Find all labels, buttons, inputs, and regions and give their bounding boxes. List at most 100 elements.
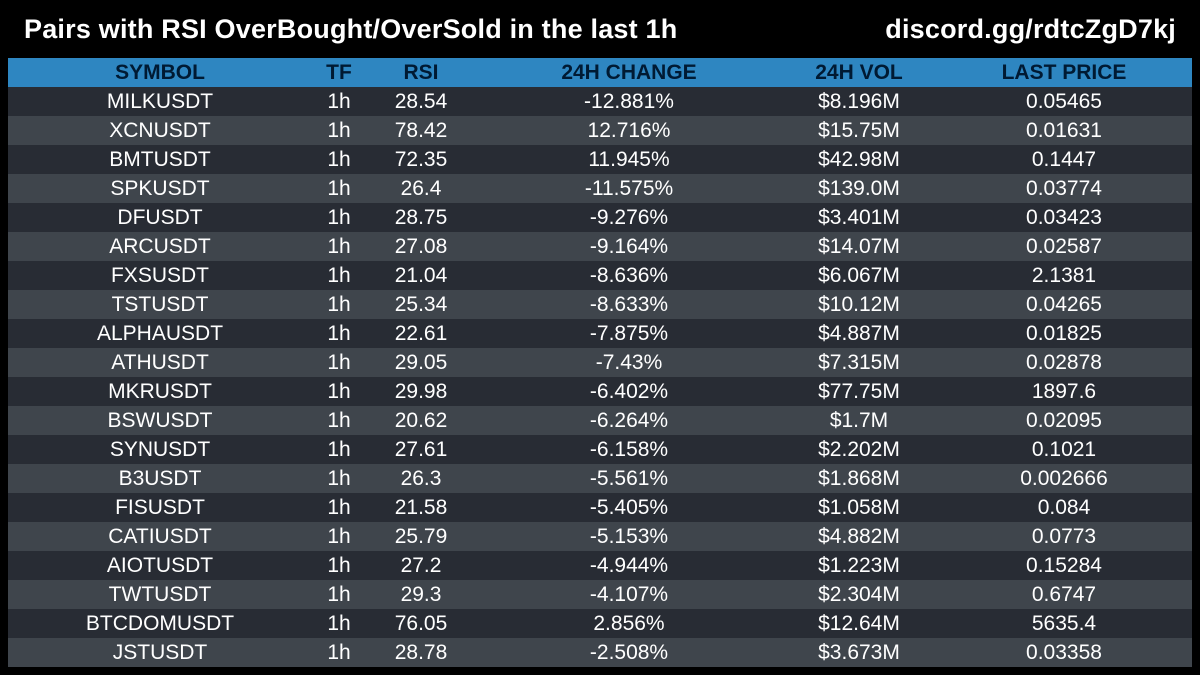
- tf-cell: 1h: [327, 176, 351, 200]
- symbol-cell: B3USDT: [118, 466, 202, 490]
- table-row[interactable]: TWTUSDT 1h 29.3 -4.107% $2.304M 0.6747: [8, 580, 1192, 609]
- tf-cell: 1h: [327, 408, 351, 432]
- volume-cell: $15.75M: [818, 118, 900, 142]
- volume-cell: $6.067M: [818, 263, 900, 287]
- change-cell: -6.402%: [589, 379, 669, 403]
- symbol-cell: FXSUSDT: [110, 263, 209, 287]
- tf-cell: 1h: [327, 379, 351, 403]
- price-cell: 0.084: [1037, 495, 1091, 519]
- price-cell: 0.02587: [1026, 234, 1102, 258]
- rsi-cell: 27.61: [394, 437, 448, 461]
- column-header-tf[interactable]: TF: [326, 60, 352, 84]
- column-header-24h-change[interactable]: 24H CHANGE: [561, 60, 697, 84]
- price-cell: 0.1021: [1031, 437, 1097, 461]
- symbol-cell: ATHUSDT: [111, 350, 209, 374]
- column-header-rsi[interactable]: RSI: [403, 60, 439, 84]
- rsi-cell: 28.78: [394, 640, 448, 664]
- table-row[interactable]: XCNUSDT 1h 78.42 12.716% $15.75M 0.01631: [8, 116, 1192, 145]
- rsi-cell: 22.61: [394, 321, 448, 345]
- volume-cell: $1.058M: [818, 495, 900, 519]
- symbol-cell: SPKUSDT: [110, 176, 210, 200]
- price-cell: 0.15284: [1026, 553, 1102, 577]
- rsi-cell: 78.42: [394, 118, 448, 142]
- price-cell: 0.02095: [1026, 408, 1102, 432]
- rsi-cell: 21.04: [394, 263, 448, 287]
- change-cell: -5.405%: [589, 495, 669, 519]
- column-header-last-price[interactable]: LAST PRICE: [1001, 60, 1127, 84]
- symbol-cell: ARCUSDT: [109, 234, 211, 258]
- tf-cell: 1h: [327, 524, 351, 548]
- tf-cell: 1h: [327, 582, 351, 606]
- change-cell: -2.508%: [589, 640, 669, 664]
- volume-cell: $139.0M: [818, 176, 900, 200]
- symbol-cell: DFUSDT: [117, 205, 203, 229]
- price-cell: 0.1447: [1031, 147, 1097, 171]
- symbol-cell: MKRUSDT: [108, 379, 212, 403]
- tf-cell: 1h: [327, 611, 351, 635]
- rsi-cell: 72.35: [394, 147, 448, 171]
- table-row[interactable]: FISUSDT 1h 21.58 -5.405% $1.058M 0.084: [8, 493, 1192, 522]
- change-cell: -4.944%: [589, 553, 669, 577]
- table-row[interactable]: FXSUSDT 1h 21.04 -8.636% $6.067M 2.1381: [8, 261, 1192, 290]
- change-cell: -5.153%: [589, 524, 669, 548]
- page-header: Pairs with RSI OverBought/OverSold in th…: [0, 0, 1200, 58]
- rsi-cell: 29.05: [394, 350, 448, 374]
- symbol-cell: SYNUSDT: [109, 437, 211, 461]
- table-row[interactable]: MILKUSDT 1h 28.54 -12.881% $8.196M 0.05465: [8, 87, 1192, 116]
- price-cell: 0.04265: [1026, 292, 1102, 316]
- symbol-cell: AIOTUSDT: [106, 553, 214, 577]
- tf-cell: 1h: [327, 292, 351, 316]
- price-cell: 0.03358: [1026, 640, 1102, 664]
- price-cell: 0.05465: [1026, 89, 1102, 113]
- symbol-cell: MILKUSDT: [106, 89, 214, 113]
- change-cell: -7.43%: [595, 350, 663, 374]
- volume-cell: $2.202M: [818, 437, 900, 461]
- table-row[interactable]: MKRUSDT 1h 29.98 -6.402% $77.75M 1897.6: [8, 377, 1192, 406]
- table-row[interactable]: JSTUSDT 1h 28.78 -2.508% $3.673M 0.03358: [8, 638, 1192, 667]
- discord-link[interactable]: discord.gg/rdtcZgD7kj: [885, 14, 1176, 44]
- table-row[interactable]: SYNUSDT 1h 27.61 -6.158% $2.202M 0.1021: [8, 435, 1192, 464]
- page-title: Pairs with RSI OverBought/OverSold in th…: [24, 14, 678, 44]
- change-cell: -6.158%: [589, 437, 669, 461]
- change-cell: -9.164%: [589, 234, 669, 258]
- table-row[interactable]: CATIUSDT 1h 25.79 -5.153% $4.882M 0.0773: [8, 522, 1192, 551]
- symbol-cell: BMTUSDT: [109, 147, 211, 171]
- volume-cell: $2.304M: [818, 582, 900, 606]
- table-row[interactable]: ARCUSDT 1h 27.08 -9.164% $14.07M 0.02587: [8, 232, 1192, 261]
- symbol-cell: FISUSDT: [115, 495, 205, 519]
- symbol-cell: TSTUSDT: [111, 292, 209, 316]
- table-row[interactable]: SPKUSDT 1h 26.4 -11.575% $139.0M 0.03774: [8, 174, 1192, 203]
- table-row[interactable]: AIOTUSDT 1h 27.2 -4.944% $1.223M 0.15284: [8, 551, 1192, 580]
- rsi-table: SYMBOL TF RSI 24H CHANGE 24H VOL LAST PR…: [8, 58, 1192, 667]
- rsi-cell: 26.4: [400, 176, 442, 200]
- tf-cell: 1h: [327, 118, 351, 142]
- volume-cell: $77.75M: [818, 379, 900, 403]
- volume-cell: $1.7M: [829, 408, 889, 432]
- rsi-cell: 28.75: [394, 205, 448, 229]
- price-cell: 0.03774: [1026, 176, 1102, 200]
- table-row[interactable]: BMTUSDT 1h 72.35 11.945% $42.98M 0.1447: [8, 145, 1192, 174]
- rsi-cell: 26.3: [400, 466, 442, 490]
- tf-cell: 1h: [327, 263, 351, 287]
- table-row[interactable]: BTCDOMUSDT 1h 76.05 2.856% $12.64M 5635.4: [8, 609, 1192, 638]
- table-row[interactable]: DFUSDT 1h 28.75 -9.276% $3.401M 0.03423: [8, 203, 1192, 232]
- table-row[interactable]: ATHUSDT 1h 29.05 -7.43% $7.315M 0.02878: [8, 348, 1192, 377]
- volume-cell: $12.64M: [818, 611, 900, 635]
- price-cell: 0.002666: [1020, 466, 1108, 490]
- change-cell: -8.633%: [589, 292, 669, 316]
- table-row[interactable]: BSWUSDT 1h 20.62 -6.264% $1.7M 0.02095: [8, 406, 1192, 435]
- column-header-symbol[interactable]: SYMBOL: [115, 60, 205, 84]
- volume-cell: $1.223M: [818, 553, 900, 577]
- rsi-cell: 29.98: [394, 379, 448, 403]
- tf-cell: 1h: [327, 553, 351, 577]
- volume-cell: $3.401M: [818, 205, 900, 229]
- tf-cell: 1h: [327, 147, 351, 171]
- symbol-cell: JSTUSDT: [112, 640, 208, 664]
- change-cell: -6.264%: [589, 408, 669, 432]
- table-row[interactable]: TSTUSDT 1h 25.34 -8.633% $10.12M 0.04265: [8, 290, 1192, 319]
- table-row[interactable]: ALPHAUSDT 1h 22.61 -7.875% $4.887M 0.01825: [8, 319, 1192, 348]
- symbol-cell: BTCDOMUSDT: [85, 611, 235, 635]
- table-row[interactable]: B3USDT 1h 26.3 -5.561% $1.868M 0.002666: [8, 464, 1192, 493]
- price-cell: 0.01825: [1026, 321, 1102, 345]
- column-header-24h-vol[interactable]: 24H VOL: [815, 60, 903, 84]
